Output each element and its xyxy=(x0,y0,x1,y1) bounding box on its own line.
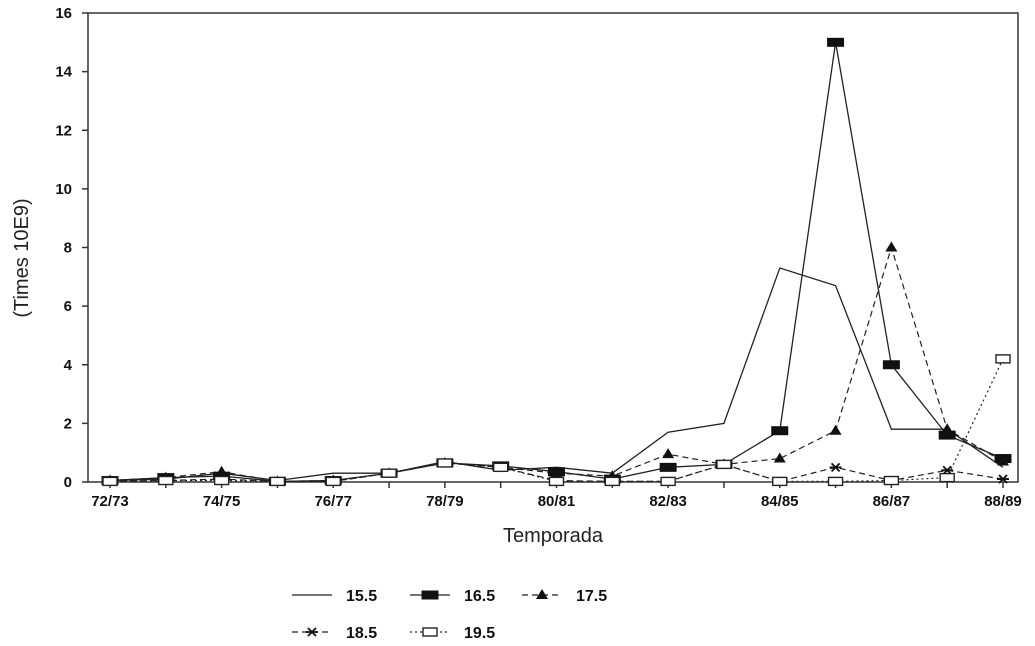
data-point-16-5 xyxy=(771,426,789,436)
x-tick-label: 78/79 xyxy=(426,493,464,510)
x-tick-label: 88/89 xyxy=(984,493,1022,510)
data-point-17-5 xyxy=(997,455,1009,466)
x-tick-label: 82/83 xyxy=(649,493,687,510)
data-point-19-5 xyxy=(995,354,1011,364)
y-tick-label: 16 xyxy=(55,5,72,22)
x-tick-label: 80/81 xyxy=(538,493,576,510)
plot-frame xyxy=(87,12,1019,483)
y-tick-label: 10 xyxy=(55,181,72,198)
data-point-16-5 xyxy=(827,37,845,47)
legend-label: 17.5 xyxy=(576,588,607,605)
x-tick-label: 84/85 xyxy=(761,493,799,510)
y-tick-label: 14 xyxy=(55,64,72,81)
data-point-19-5 xyxy=(213,475,230,486)
legend-label: 18.5 xyxy=(346,625,377,642)
legend-marker xyxy=(421,590,439,600)
x-tick-label: 86/87 xyxy=(873,493,911,510)
data-point-19-5 xyxy=(158,475,174,486)
data-point-16-5 xyxy=(882,360,900,370)
legend-item-15-5: 15.5 xyxy=(292,588,377,605)
y-tick-label: 12 xyxy=(55,122,72,139)
data-point-19-5 xyxy=(437,458,453,468)
y-tick-label: 8 xyxy=(64,240,72,257)
data-point-17-5 xyxy=(550,467,563,478)
legend-label: 19.5 xyxy=(464,625,495,642)
data-point-19-5 xyxy=(492,462,509,473)
y-axis-title: (Times 10E9) xyxy=(11,198,33,317)
x-axis-title: Temporada xyxy=(503,525,604,547)
data-point-19-5 xyxy=(827,476,844,487)
legend-label: 16.5 xyxy=(464,588,495,605)
data-point-19-5 xyxy=(548,476,565,487)
y-tick-label: 6 xyxy=(64,298,72,315)
data-point-17-5 xyxy=(773,452,786,463)
data-point-17-5 xyxy=(662,448,675,459)
series-line-15-5 xyxy=(109,267,1004,482)
x-tick-label: 76/77 xyxy=(314,493,352,510)
legend-marker xyxy=(536,589,548,599)
legend-item-19-5: 19.5 xyxy=(410,625,495,642)
series-line-17-5 xyxy=(109,245,1004,483)
y-tick-label: 0 xyxy=(64,474,72,491)
series-line-19-5 xyxy=(109,358,1004,482)
data-point-18-5 xyxy=(829,462,842,472)
legend-item-18-5: 18.5 xyxy=(292,625,377,642)
data-point-19-5 xyxy=(269,476,286,487)
data-point-17-5 xyxy=(829,424,842,435)
y-tick-label: 2 xyxy=(64,415,72,432)
marker-layer xyxy=(101,37,1012,487)
data-point-19-5 xyxy=(604,476,621,487)
legend: 15.5 16.5 17.5 18.5 19.5 xyxy=(292,588,607,642)
data-point-19-5 xyxy=(381,468,397,478)
y-axis: 0 2 4 6 8 10 12 14 16 xyxy=(55,5,88,491)
series-layer xyxy=(109,42,1004,483)
data-point-16-5 xyxy=(659,462,677,472)
x-tick-label: 74/75 xyxy=(203,493,241,510)
data-point-19-5 xyxy=(772,476,788,487)
data-point-17-5 xyxy=(941,423,954,434)
data-point-19-5 xyxy=(325,476,341,487)
data-point-19-5 xyxy=(660,476,676,487)
data-point-19-5 xyxy=(102,476,118,487)
data-point-18-5 xyxy=(997,474,1009,484)
legend-marker xyxy=(306,627,318,637)
data-point-17-5 xyxy=(885,241,898,252)
series-line-16-5 xyxy=(109,42,1004,483)
series-line-18-5 xyxy=(109,462,1004,483)
legend-item-17-5: 17.5 xyxy=(522,588,607,605)
x-axis: 72/73 74/75 76/77 78/79 80/81 82/83 84/85 86/87… xyxy=(91,482,1022,510)
legend-label: 15.5 xyxy=(346,588,377,605)
y-tick-label: 4 xyxy=(64,357,73,374)
data-point-19-5 xyxy=(939,472,955,483)
legend-marker xyxy=(422,627,438,637)
data-point-19-5 xyxy=(883,475,900,486)
data-point-19-5 xyxy=(716,459,732,470)
data-point-17-5 xyxy=(215,465,228,476)
legend-item-16-5: 16.5 xyxy=(410,588,495,605)
x-tick-label: 72/73 xyxy=(91,493,129,510)
